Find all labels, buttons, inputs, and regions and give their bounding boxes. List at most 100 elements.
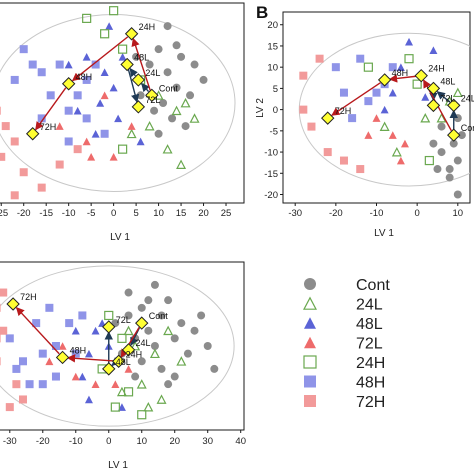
point-72h	[0, 303, 1, 312]
point-48l	[91, 129, 100, 138]
point-72h	[0, 334, 1, 343]
legend-marker-cont	[304, 278, 316, 290]
panel-label: B	[256, 3, 268, 22]
point-48h	[348, 114, 357, 123]
y-tick-label: -10	[264, 148, 278, 159]
legend-label: 48L	[356, 316, 383, 333]
point-24h	[117, 333, 127, 343]
x-tick-label: -20	[17, 208, 31, 219]
centroid-48h	[55, 350, 70, 365]
point-cont	[449, 139, 458, 148]
centroid-label: 72L	[440, 93, 455, 103]
centroid-72h	[6, 297, 20, 311]
centroid-label: 48H	[76, 72, 93, 82]
point-cont	[453, 156, 462, 165]
legend: Cont 24L 48L 72L 24H 48H 72H	[303, 277, 390, 411]
point-48l	[429, 46, 438, 54]
point-72h	[5, 403, 14, 412]
point-cont	[190, 60, 199, 69]
arrow-low-dose	[130, 327, 141, 347]
point-24h	[412, 79, 422, 89]
centroid-48l	[426, 81, 441, 96]
point-48h	[18, 357, 27, 366]
arrow-high-dose	[66, 354, 114, 363]
point-24l	[180, 97, 191, 108]
point-24l	[156, 394, 167, 404]
point-cont	[150, 280, 159, 289]
point-48h	[28, 60, 37, 69]
point-48h	[73, 91, 82, 100]
point-48h	[10, 75, 19, 84]
point-72h	[323, 148, 332, 157]
panel-a: Cont 24L 72L 48L 24H 48H 72H -25 -20 -15 -10 -5 0 5 10…	[0, 2, 245, 243]
arrow-low-dose	[436, 91, 451, 103]
plot-frame	[0, 2, 245, 204]
x-tick-label: -20	[36, 436, 50, 447]
x-tick-label: 0	[415, 208, 420, 219]
point-48h	[71, 349, 80, 358]
point-72l	[87, 153, 96, 161]
point-48h	[64, 106, 73, 115]
x-tick-label: -10	[69, 436, 83, 447]
point-cont	[190, 326, 199, 335]
point-48l	[114, 114, 123, 123]
centroid-label: 48L	[440, 76, 455, 86]
point-cont	[429, 139, 438, 148]
x-tick-label: -30	[288, 208, 302, 219]
point-72l	[124, 365, 133, 373]
legend-marker-24l	[303, 296, 317, 310]
point-24h	[110, 402, 120, 412]
centroid-48h	[377, 73, 392, 87]
point-cont	[177, 319, 186, 328]
point-cont	[157, 311, 166, 320]
point-48l	[91, 326, 100, 335]
centroid-72l	[131, 100, 146, 114]
point-24l	[143, 402, 154, 412]
point-24h	[118, 144, 128, 154]
arrow-high-dose	[35, 87, 67, 131]
point-cont	[170, 372, 179, 381]
point-72l	[91, 380, 100, 388]
point-72h	[0, 326, 8, 335]
x-tick-label: -10	[62, 208, 76, 219]
point-72l	[372, 114, 381, 122]
x-tick-label: 10	[136, 436, 147, 447]
point-24l	[163, 325, 174, 336]
point-72h	[315, 54, 324, 63]
centroid-72l	[102, 320, 116, 334]
point-24l	[136, 379, 147, 389]
point-24l	[452, 87, 463, 98]
point-cont	[170, 334, 179, 343]
point-48h	[82, 75, 91, 84]
x-axis-label: LV 1	[108, 460, 128, 471]
point-cont	[144, 296, 153, 305]
point-cont	[177, 52, 186, 61]
centroid-label: 72H	[40, 122, 57, 132]
point-cont	[445, 165, 454, 174]
point-cont	[150, 106, 159, 115]
point-cont	[136, 91, 145, 100]
point-48h	[65, 319, 74, 328]
centroid-24h	[414, 68, 428, 83]
plot-area	[0, 6, 236, 200]
y-axis-label: LV 2	[255, 98, 266, 118]
point-48h	[64, 137, 73, 146]
point-48h	[38, 380, 47, 389]
centroid-label: 72L	[145, 95, 160, 105]
centroid-label: 72H	[20, 292, 37, 302]
centroid-72l	[426, 98, 441, 113]
x-tick-label: 40	[235, 436, 246, 447]
point-cont	[168, 114, 177, 123]
point-72h	[1, 122, 10, 131]
panel-b: Cont 24L 72L 48L 24H 48H 72H -30 -20 -10 0 10 -20 -15…	[255, 3, 474, 239]
point-48h	[388, 63, 397, 72]
x-tick-label: 15	[176, 208, 187, 219]
confidence-ellipse	[0, 14, 236, 192]
point-48l	[64, 60, 73, 69]
centroid-24h	[124, 27, 139, 41]
point-48h	[19, 45, 28, 54]
point-48h	[100, 129, 109, 138]
point-cont	[150, 342, 159, 350]
centroid-label: Cont	[159, 83, 179, 93]
x-tick-label: 20	[198, 208, 209, 219]
